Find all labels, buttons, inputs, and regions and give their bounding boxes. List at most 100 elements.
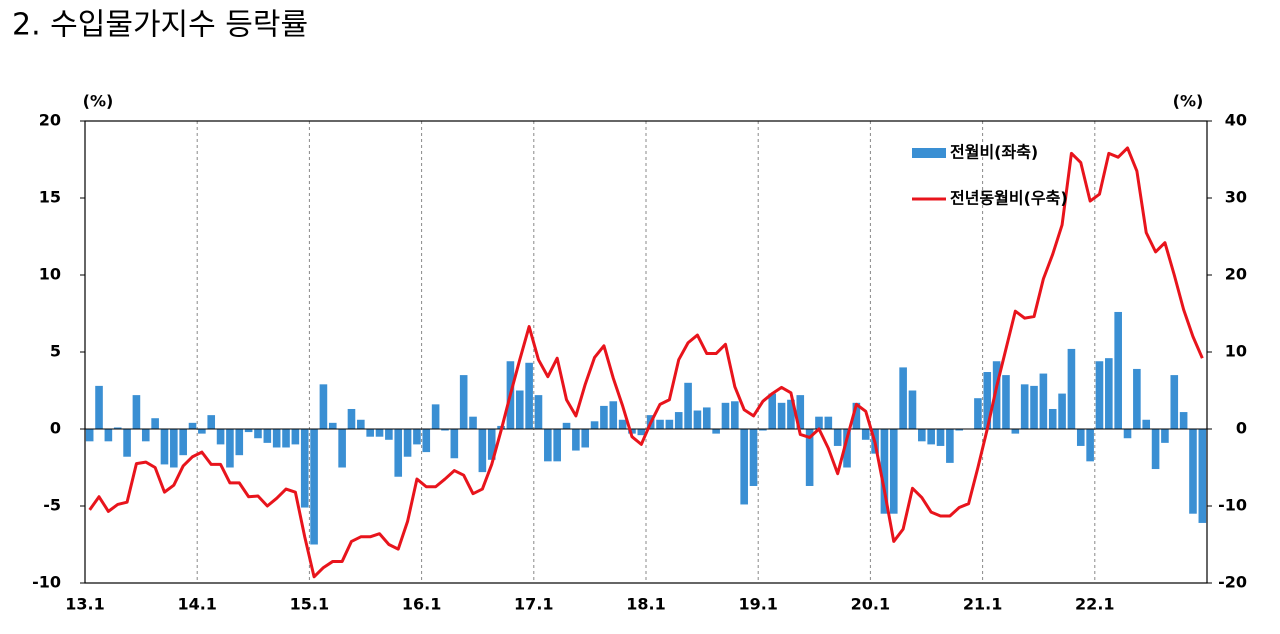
- bar: [1030, 385, 1038, 429]
- y-tick-label: 20: [39, 111, 61, 130]
- bar: [1095, 361, 1104, 429]
- bar: [609, 401, 618, 429]
- bar: [207, 415, 216, 429]
- bar: [572, 429, 580, 451]
- x-tick-label: 14.1: [177, 595, 216, 614]
- bar: [749, 429, 758, 486]
- bar: [216, 429, 225, 445]
- y-tick-label: 5: [50, 342, 61, 361]
- x-tick-label: 21.1: [963, 595, 1002, 614]
- legend-label: 전년동월비(우축): [950, 189, 1068, 208]
- y-unit: (%): [83, 92, 114, 111]
- x-tick-label: 18.1: [626, 595, 665, 614]
- bar: [272, 429, 281, 448]
- bar: [852, 402, 861, 429]
- bar: [198, 429, 206, 434]
- bar: [918, 429, 926, 442]
- bar: [712, 429, 720, 434]
- x-tick-label: 19.1: [738, 595, 777, 614]
- y2-unit: (%): [1173, 92, 1204, 111]
- bar: [487, 429, 496, 460]
- bar: [787, 399, 795, 429]
- bar: [357, 419, 365, 429]
- bar: [1086, 429, 1094, 462]
- bar: [179, 429, 187, 456]
- bar: [768, 393, 777, 429]
- bar: [628, 429, 636, 434]
- bar: [338, 429, 346, 468]
- bar: [805, 429, 814, 486]
- bar: [861, 429, 870, 440]
- bar: [244, 429, 253, 433]
- bar: [1067, 348, 1076, 429]
- bar: [141, 429, 150, 442]
- bar: [282, 429, 290, 448]
- bar: [469, 416, 477, 429]
- bar: [992, 361, 1001, 429]
- y2-tick-label: 10: [1225, 342, 1247, 361]
- bar: [1161, 429, 1169, 443]
- bar: [899, 367, 907, 429]
- bar: [1170, 375, 1179, 429]
- bar: [478, 429, 487, 473]
- bar: [525, 362, 533, 429]
- bar: [300, 429, 309, 508]
- bar: [656, 419, 664, 429]
- bar: [721, 402, 730, 429]
- y2-tick-label: 30: [1225, 188, 1247, 207]
- bar: [1058, 393, 1066, 429]
- bar: [824, 416, 833, 429]
- x-tick-label: 20.1: [851, 595, 890, 614]
- bar: [693, 410, 702, 429]
- bar: [843, 429, 851, 468]
- bar: [422, 429, 431, 453]
- chart-title: 2. 수입물가지수 등락률: [12, 8, 308, 43]
- bar: [375, 429, 384, 437]
- bar: [983, 372, 992, 429]
- line: [88, 146, 1204, 579]
- bar: [955, 429, 964, 431]
- bar: [188, 422, 197, 429]
- bar: [226, 429, 234, 468]
- plot-frame: [84, 120, 1208, 584]
- bar: [618, 419, 627, 429]
- bar: [132, 395, 141, 429]
- bar: [515, 390, 524, 429]
- legend-swatch: [912, 148, 946, 158]
- x-tick-label: 22.1: [1075, 595, 1114, 614]
- bar: [936, 429, 945, 446]
- bar: [927, 429, 935, 445]
- bar: [1189, 429, 1197, 514]
- y2-tick-label: 20: [1225, 265, 1247, 284]
- bar: [1133, 368, 1141, 429]
- bar: [731, 401, 739, 429]
- bar: [1114, 311, 1122, 429]
- x-tick-label: 15.1: [290, 595, 329, 614]
- bar: [403, 429, 412, 457]
- bar: [170, 429, 178, 468]
- bar: [459, 375, 468, 429]
- bar: [1151, 429, 1160, 470]
- bar: [1020, 384, 1029, 429]
- bar: [160, 429, 169, 465]
- y2-tick-label: -10: [1218, 496, 1247, 515]
- bar: [85, 429, 94, 442]
- y2-tick-label: 40: [1225, 111, 1247, 130]
- y-tick-label: 10: [39, 265, 61, 284]
- bar: [366, 429, 374, 437]
- y2-tick-label: -20: [1218, 573, 1247, 592]
- bar: [674, 412, 683, 429]
- bar: [291, 429, 300, 445]
- y-tick-label: 15: [39, 188, 61, 207]
- bar: [319, 384, 328, 429]
- bar: [946, 429, 954, 463]
- bar: [833, 429, 842, 446]
- bar: [759, 429, 767, 431]
- bar: [151, 418, 159, 429]
- bar: [431, 404, 440, 429]
- bar: [104, 429, 113, 442]
- bar: [413, 429, 421, 445]
- bar: [235, 429, 244, 456]
